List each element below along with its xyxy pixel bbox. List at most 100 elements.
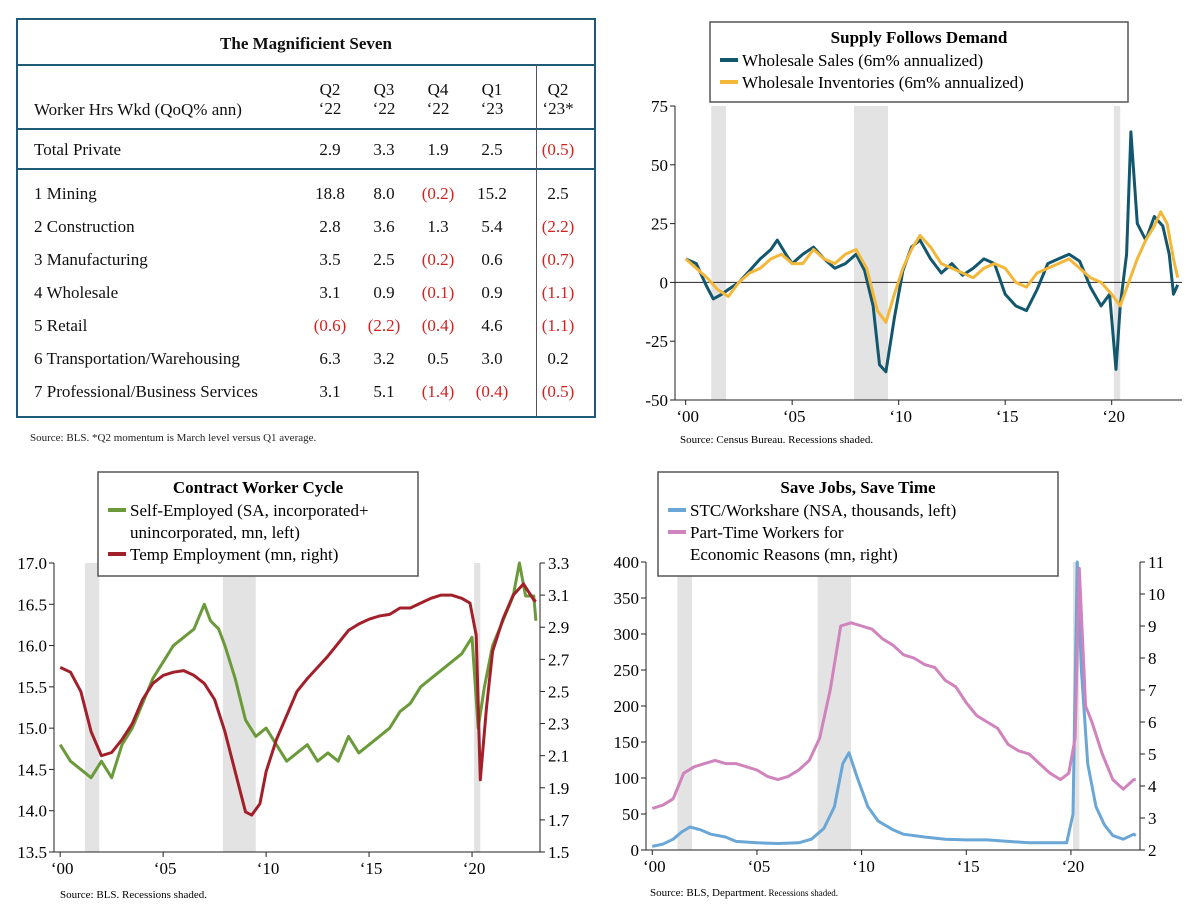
series-line-1: [685, 130, 1180, 374]
table-cell: 5.4: [481, 217, 503, 236]
y-tick-label-right: 1.7: [548, 811, 570, 830]
table-cell: 3.2: [373, 349, 395, 368]
y-tick-label: 250: [614, 661, 640, 680]
x-tick-label: ‘05: [783, 407, 806, 426]
y-tick-label-right: 2.5: [548, 682, 569, 701]
y-tick-label: 200: [614, 697, 640, 716]
y-tick-label: 0: [631, 841, 640, 860]
table-cell: (1.4): [421, 382, 455, 401]
table-row-label: 4 Wholesale: [34, 283, 119, 302]
table-column-divider: [536, 64, 537, 416]
y-tick-label: 15.0: [17, 719, 47, 738]
y-tick-label-right: 9: [1148, 617, 1157, 636]
legend-label: Part-Time Workers for: [690, 523, 844, 542]
y-tick-label: -50: [645, 391, 668, 410]
table-rule: [18, 64, 594, 66]
table-rule: [18, 168, 594, 170]
table-cell: (1.1): [541, 316, 575, 335]
y-tick-label: 50: [622, 805, 639, 824]
y-tick-label-right: 3.1: [548, 586, 569, 605]
table-row-label: 1 Mining: [34, 184, 97, 203]
save-jobs-save-time-chart: 400 350 300 250 200 150 100 50 0 11 10 9 8 7 6 5 4 3 2 ‘00 ‘…: [614, 471, 1165, 899]
table-cell: 2.9: [319, 140, 341, 159]
table-cell: 2.5: [547, 184, 569, 203]
legend-label: unincorporated, mn, left): [130, 523, 300, 542]
x-tick-label: ‘20: [1102, 407, 1125, 426]
table-cell: (0.5): [541, 382, 575, 401]
series-line-1: [651, 560, 1137, 848]
table-cell: (2.2): [367, 316, 401, 335]
table-cell: 0.9: [373, 283, 395, 302]
table-cell: 3.1: [319, 382, 341, 401]
table-cell: 3.6: [373, 217, 395, 236]
recession-shade: [1113, 106, 1121, 400]
series-line-2: [59, 582, 537, 817]
table-cell: 3.5: [319, 250, 341, 269]
y-tick-label: 50: [651, 156, 668, 175]
series-line-2: [684, 210, 1180, 324]
total-row-label: Total Private: [34, 140, 122, 159]
table-cell: 0.6: [481, 250, 503, 269]
x-tick-label: ‘00: [51, 859, 74, 878]
y-tick-label-right: 10: [1148, 585, 1165, 604]
y-tick-label: 13.5: [17, 843, 47, 862]
y-tick-label: 300: [614, 625, 640, 644]
table-cell: 0.2: [547, 349, 569, 368]
table-row-label: 7 Professional/Business Services: [34, 382, 258, 401]
table-cell: (2.2): [541, 217, 575, 236]
y-tick-label: 14.5: [17, 760, 47, 779]
table-cell: 1.9: [427, 140, 449, 159]
y-tick-label: 350: [614, 589, 640, 608]
y-tick-label: -25: [645, 332, 668, 351]
y-tick-label: 17.0: [17, 554, 47, 573]
y-tick-label-right: 8: [1148, 649, 1157, 668]
column-header: Q3 ‘22: [372, 80, 396, 118]
x-tick-label: ‘20: [463, 859, 486, 878]
y-tick-label-right: 2: [1148, 841, 1157, 860]
table-cell: 3.0: [481, 349, 503, 368]
y-tick-label-right: 3.3: [548, 554, 569, 573]
magnificent-seven-table: The Magnificient Seven Worker Hrs Wkd (Q…: [16, 18, 596, 418]
x-tick-label: ‘05: [748, 857, 771, 876]
table-cell: (0.1): [421, 283, 455, 302]
table-cell: 2.5: [373, 250, 395, 269]
legend-box: [709, 21, 1129, 103]
chart-source: Source: BLS. Recessions shaded.: [60, 889, 207, 901]
chart-source-note: . Recessions shaded.: [764, 888, 838, 898]
y-tick-label-right: 11: [1148, 553, 1164, 572]
table-cell: 6.3: [319, 349, 341, 368]
table-row-label: 6 Transportation/Warehousing: [34, 349, 240, 368]
legend-label: Economic Reasons (mn, right): [690, 545, 898, 564]
table-cell: 5.1: [373, 382, 395, 401]
y-tick-label-right: 6: [1148, 713, 1157, 732]
legend-label: STC/Workshare (NSA, thousands, left): [690, 501, 956, 520]
y-tick-label-right: 5: [1148, 745, 1157, 764]
y-tick-label-right: 2.1: [548, 747, 569, 766]
table-cell: 0.5: [427, 349, 449, 368]
table-rule: [18, 128, 594, 130]
table-cell: (0.7): [541, 250, 575, 269]
y-tick-label-right: 2.9: [548, 618, 569, 637]
table-cell: (0.4): [475, 382, 509, 401]
table-cell: (0.2): [421, 184, 455, 203]
legend-label: Self-Employed (SA, incorporated+: [130, 501, 369, 520]
table-cell: 18.8: [315, 184, 345, 203]
table-cell: 4.6: [481, 316, 503, 335]
x-tick-label: ‘10: [889, 407, 912, 426]
chart-source: Source: BLS, Department. Recessions shad…: [650, 887, 838, 899]
y-tick-label: 25: [651, 215, 668, 234]
series-line-1: [58, 561, 538, 780]
y-tick-label: 15.5: [17, 678, 47, 697]
x-tick-label: ‘00: [676, 407, 699, 426]
x-tick-label: ‘15: [360, 859, 383, 878]
y-tick-label: 100: [614, 769, 640, 788]
column-header: Q2 ‘22: [318, 80, 342, 118]
table-cell: 8.0: [373, 184, 395, 203]
y-tick-label: 400: [614, 553, 640, 572]
table-cell: 3.3: [373, 140, 395, 159]
supply-follows-demand-chart: 75 50 25 0 -25 -50 ‘00 ‘05 ‘10 ‘15 ‘20 Supply Follo…: [645, 21, 1182, 446]
y-tick-label: 16.0: [17, 637, 47, 656]
table-cell: 0.9: [481, 283, 503, 302]
table-cell: (1.1): [541, 283, 575, 302]
y-tick-label-right: 1.5: [548, 843, 569, 862]
